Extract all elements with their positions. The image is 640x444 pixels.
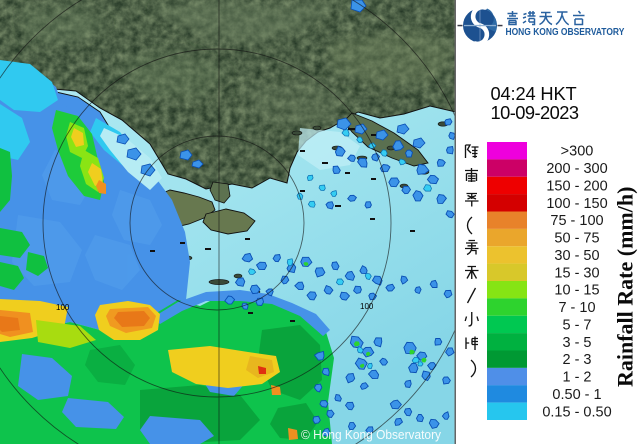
svg-text:10 - 15: 10 - 15 (554, 283, 599, 299)
svg-text:0.15 - 0.50: 0.15 - 0.50 (542, 404, 611, 420)
svg-text:2 - 3: 2 - 3 (562, 352, 591, 368)
svg-text:© Hong Kong Observatory: © Hong Kong Observatory (301, 427, 441, 442)
svg-text:3 - 5: 3 - 5 (562, 335, 591, 351)
svg-text:100: 100 (360, 302, 374, 311)
svg-text:100 - 150: 100 - 150 (546, 196, 607, 212)
svg-text:5 - 7: 5 - 7 (562, 317, 591, 333)
svg-text:200 - 300: 200 - 300 (546, 161, 607, 177)
svg-text:75 - 100: 75 - 100 (550, 213, 603, 229)
svg-text:10-09-2023: 10-09-2023 (491, 102, 579, 123)
svg-text:04:24 HKT: 04:24 HKT (491, 83, 577, 104)
svg-text:50 - 75: 50 - 75 (554, 231, 599, 247)
svg-text:HONG KONG OBSERVATORY: HONG KONG OBSERVATORY (506, 26, 626, 37)
svg-text:Rainfall Rate (mm/h): Rainfall Rate (mm/h) (613, 187, 638, 387)
svg-text:30 - 50: 30 - 50 (554, 248, 599, 264)
svg-text:150 - 200: 150 - 200 (546, 179, 607, 195)
svg-text:0.50 - 1: 0.50 - 1 (552, 387, 601, 403)
svg-text:>300: >300 (561, 144, 594, 160)
svg-text:7 - 10: 7 - 10 (558, 300, 595, 316)
svg-text:1 - 2: 1 - 2 (562, 370, 591, 386)
svg-text:100: 100 (56, 303, 70, 312)
svg-text:15 - 30: 15 - 30 (554, 265, 599, 281)
